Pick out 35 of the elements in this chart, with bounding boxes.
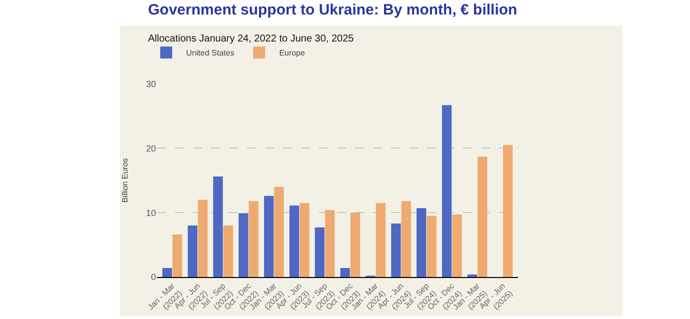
bar xyxy=(452,214,462,277)
bar xyxy=(376,202,386,277)
bar xyxy=(238,213,248,277)
bar xyxy=(223,225,234,277)
bar xyxy=(350,212,360,277)
y-axis-title: Billion Euros xyxy=(120,158,130,203)
bar xyxy=(416,208,426,277)
bar xyxy=(248,201,258,277)
bar xyxy=(503,145,513,277)
y-tick-label: 30 xyxy=(146,79,156,89)
bar xyxy=(264,196,274,277)
bar xyxy=(289,206,300,277)
bar xyxy=(198,200,208,277)
bar xyxy=(213,176,223,277)
bar xyxy=(314,227,325,277)
bar xyxy=(274,186,284,277)
bar xyxy=(478,156,488,277)
chart-subtitle: Allocations January 24, 2022 to June 30, 2025 xyxy=(148,34,354,44)
bar xyxy=(162,268,172,277)
bar xyxy=(426,216,436,277)
y-tick-label: 20 xyxy=(146,143,156,154)
bar xyxy=(325,210,335,277)
bar xyxy=(188,225,198,277)
y-tick-label: 10 xyxy=(146,208,156,218)
bar xyxy=(172,234,182,277)
legend-label: United States xyxy=(186,48,234,58)
bar xyxy=(467,274,478,277)
bar xyxy=(442,105,452,277)
bar xyxy=(340,268,350,277)
y-tick-label: 0 xyxy=(150,272,156,282)
legend-label: Europe xyxy=(279,48,306,58)
bar xyxy=(300,202,310,277)
bar xyxy=(401,201,411,277)
bar xyxy=(391,224,401,277)
chart-title: Government support to Ukraine: By month, € billion xyxy=(148,2,518,18)
